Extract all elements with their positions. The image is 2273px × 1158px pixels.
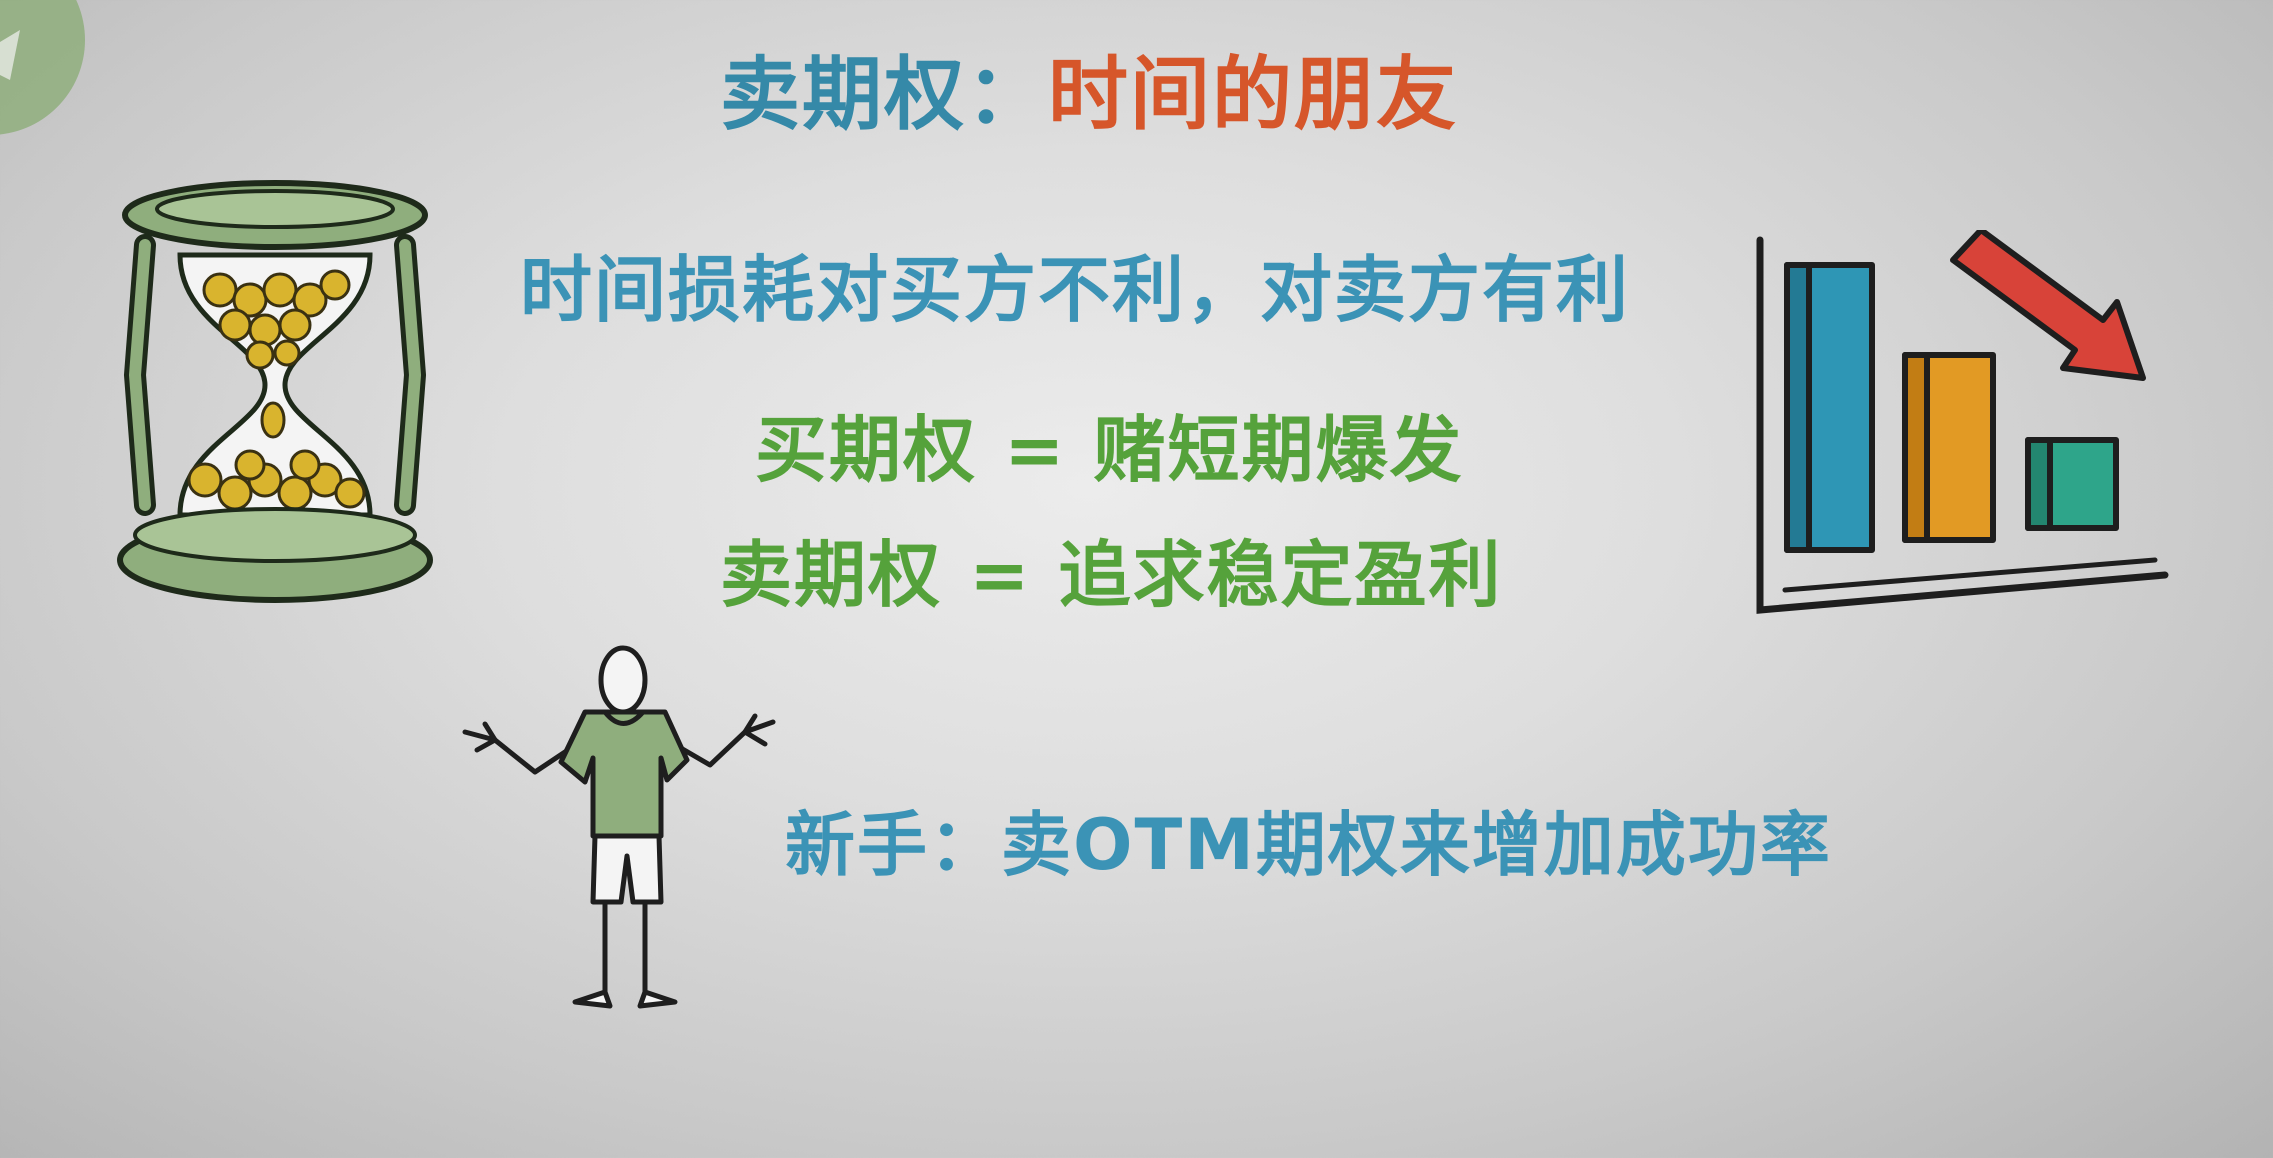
title-prefix: 卖期权：	[720, 48, 1048, 141]
beginner-tip: 新手：卖OTM期权来增加成功率	[785, 804, 1832, 886]
sell-option-statement: 卖期权 = 追求稳定盈利	[720, 533, 1503, 617]
buy-option-statement: 买期权 = 赌短期爆发	[755, 408, 1464, 492]
time-decay-statement: 时间损耗对买方不利，对卖方有利	[520, 248, 1631, 332]
hourglass-icon	[117, 180, 433, 603]
shrugging-person-icon	[462, 645, 776, 1009]
bar-chart-icon	[1756, 230, 2169, 614]
page-title: 卖期权：时间的朋友	[720, 45, 2273, 145]
title-highlight: 时间的朋友	[1048, 48, 1458, 141]
corner-logo-icon	[0, 0, 85, 135]
